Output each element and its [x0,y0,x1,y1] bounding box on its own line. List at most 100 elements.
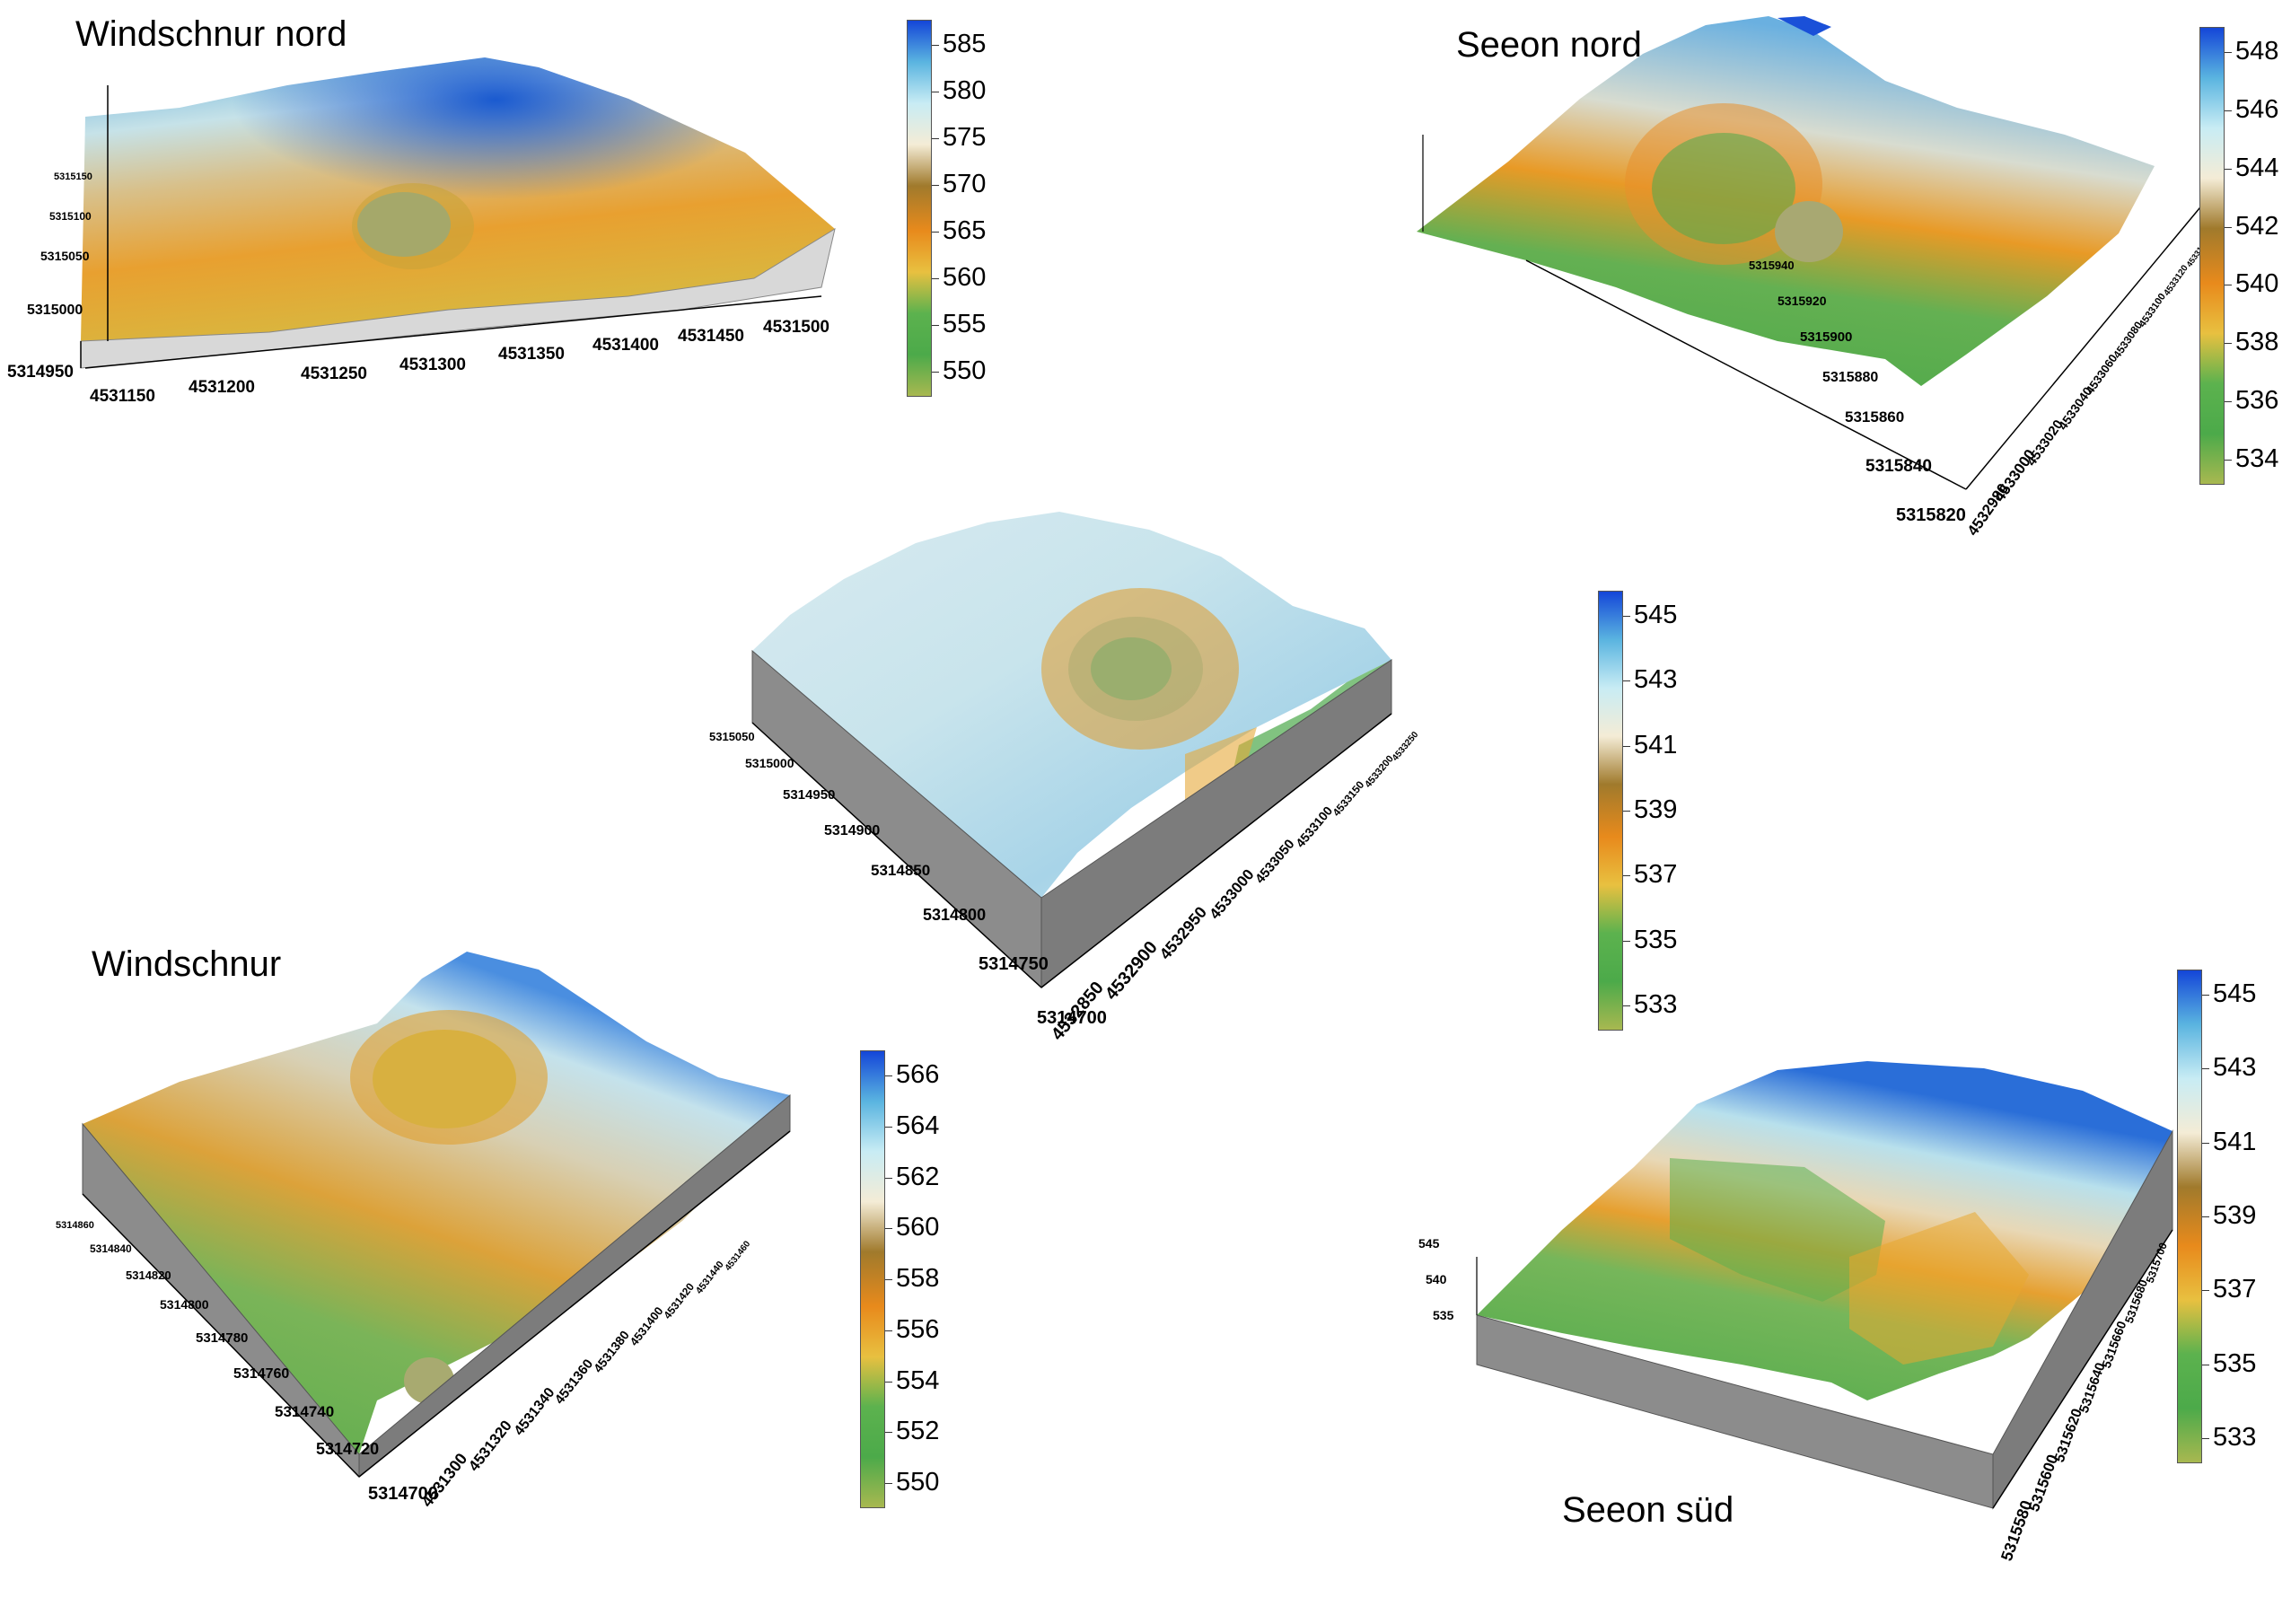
x-tick-label: 4533100 [2137,292,2168,329]
y-tick-label: 5314720 [316,1440,379,1458]
y-tick-label: 5314700 [1037,1008,1107,1028]
x-tick-label: 4531500 [763,318,830,337]
y-tick-label: 5315900 [1800,329,1852,345]
colorbar-label: 534 [2235,444,2279,473]
colorbar-tick [932,185,939,186]
colorbar-tick [885,1075,892,1076]
colorbar-tick [885,1381,892,1383]
colorbar-tick [2225,343,2232,345]
z-tick-label: 540 [1426,1272,1447,1286]
colorbar-label: 546 [2235,94,2279,124]
colorbar-tick [885,1279,892,1280]
y-tick-label: 5314840 [90,1242,132,1255]
y-tick-label: 5314820 [126,1268,171,1282]
y-tick-label: 5314850 [871,862,930,879]
colorbar-label: 543 [1634,665,1678,695]
colorbar-tick [885,1228,892,1230]
colorbar-label: 541 [1634,730,1678,759]
colorbar-label: 541 [2213,1127,2257,1156]
x-tick-label: 4531420 [661,1280,697,1321]
x-tick-label: 4531150 [90,387,155,406]
y-tick-label: 5315920 [1778,294,1827,308]
colorbar-tick [2225,226,2232,228]
x-tick-label: 4531400 [628,1304,666,1348]
colorbar-label: 554 [896,1365,940,1395]
panel-title: Windschnur [92,944,282,984]
terrain-surface-center: 5314700 5314750 5314800 5314850 5314900 … [709,512,1421,1044]
y-tick-label: 5315000 [27,303,83,318]
panel-title: Windschnur nord [75,14,347,54]
x-tick-label: 4533200 [1363,753,1396,790]
x-tick-label: 4531400 [592,336,659,355]
panel-title: Seeon nord [1456,25,1642,65]
x-tick-label: 4533050 [1252,837,1298,887]
colorbar-tick [932,372,939,373]
colorbar-label: 556 [896,1314,940,1344]
colorbar-label: 560 [943,263,987,292]
colorbar-label: 540 [2235,269,2279,299]
colorbar-gradient [907,20,932,397]
colorbar-label: 566 [896,1060,940,1089]
colorbar-gradient [1598,591,1623,1031]
panel-seeon-sued: Seeon süd 545 540 535 5315580 5315600 53… [1400,1005,2190,1580]
y-tick-label: 5314750 [979,954,1049,974]
colorbar-label: 543 [2213,1053,2257,1083]
colorbar-label: 585 [943,30,987,58]
colorbar-label: 564 [896,1110,940,1140]
colorbar-tick [885,1177,892,1179]
x-tick-label: 4532900 [1102,937,1162,1004]
colorbar-windschnur: 566 564 562 560 558 556 554 552 550 [860,1050,950,1508]
colorbar-tick [885,1126,892,1128]
colorbar-label: 575 [943,123,987,152]
colorbar-label: 539 [1634,795,1678,824]
colorbar-tick [2225,460,2232,461]
colorbar-label: 558 [896,1264,940,1293]
colorbar-label: 539 [2213,1201,2257,1230]
y-tick-label: 5314800 [160,1297,209,1312]
y-tick-label: 5315100 [49,210,92,223]
z-tick-label: 545 [1418,1236,1440,1251]
y-tick-label: 5315000 [745,756,794,770]
y-tick-label: 5315150 [54,171,92,182]
panel-title: Seeon süd [1562,1490,1734,1530]
colorbar-tick [2202,1068,2209,1070]
colorbar-seeon-nord: 548 546 544 542 540 538 536 534 [2199,27,2289,485]
terrain-surface-seeon-nord: 5315820 5315840 5315860 5315880 5315900 … [1417,16,2210,539]
colorbar-tick [1623,811,1630,812]
x-tick-label: 4531300 [399,356,466,374]
colorbar-seeon-sued: 545 543 541 539 537 535 533 [2177,970,2285,1463]
y-tick-label: 5314800 [923,906,986,924]
y-tick-label: 5315820 [1896,505,1966,525]
colorbar-label: 544 [2235,153,2279,182]
x-tick-label: 4531360 [552,1356,596,1407]
colorbar-label: 570 [943,170,987,198]
colorbar-label: 555 [943,310,987,338]
colorbar-gradient [2199,27,2225,485]
panel-windschnur: Windschnur 5314700 5314720 5314740 53147… [0,925,853,1535]
colorbar-tick [932,138,939,139]
colorbar-gradient [860,1050,885,1508]
x-tick-label: 4533000 [1207,866,1258,923]
colorbar-tick [2202,1438,2209,1439]
colorbar-tick [932,325,939,326]
colorbar-label: 537 [1634,860,1678,890]
x-tick-label: 4531320 [465,1418,515,1475]
y-tick-label: 5314780 [196,1330,248,1346]
y-tick-label: 5315050 [709,730,755,743]
x-tick-label: 4531380 [591,1328,632,1375]
colorbar-label: 580 [943,76,987,105]
colorbar-tick [1623,680,1630,682]
colorbar-tick [2225,401,2232,403]
x-tick-label: 4531350 [498,345,565,364]
colorbar-label: 536 [2235,386,2279,416]
y-tick-label: 5314860 [56,1220,94,1231]
y-tick-label: 5315940 [1749,259,1795,272]
colorbar-windschnur-nord: 585 580 575 570 565 560 555 550 [907,20,1005,397]
colorbar-tick [1623,1005,1630,1006]
y-tick-label: 5314900 [824,823,880,838]
colorbar-label: 533 [1634,990,1678,1019]
x-tick-label: 4531250 [301,364,367,383]
colorbar-tick [2202,1290,2209,1292]
x-tick-label: 4533120 [2162,263,2190,298]
x-tick-label: 4531460 [724,1239,753,1273]
